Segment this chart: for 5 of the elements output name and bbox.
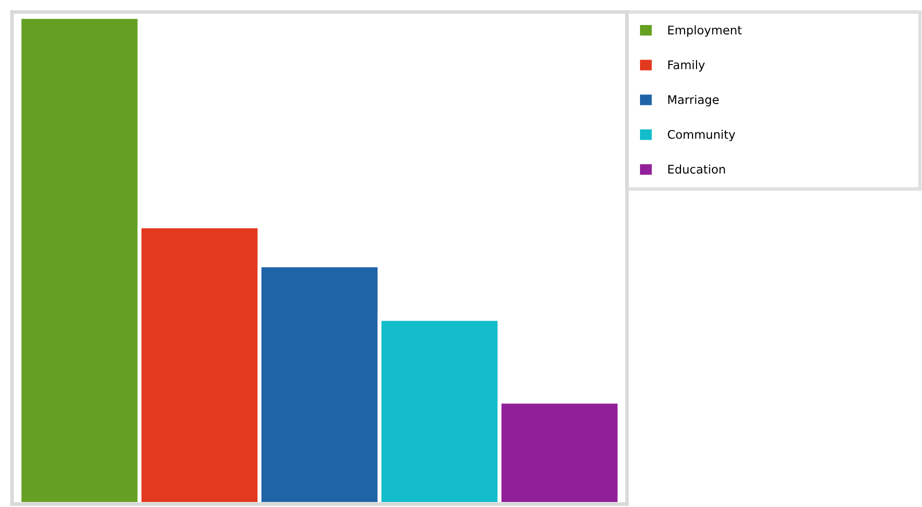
legend-label: Marriage <box>668 94 719 106</box>
legend-label: Education <box>668 164 725 174</box>
legend-label: Family <box>668 60 705 72</box>
legend-label: Community <box>668 130 736 142</box>
legend-label: Employment <box>668 25 742 37</box>
